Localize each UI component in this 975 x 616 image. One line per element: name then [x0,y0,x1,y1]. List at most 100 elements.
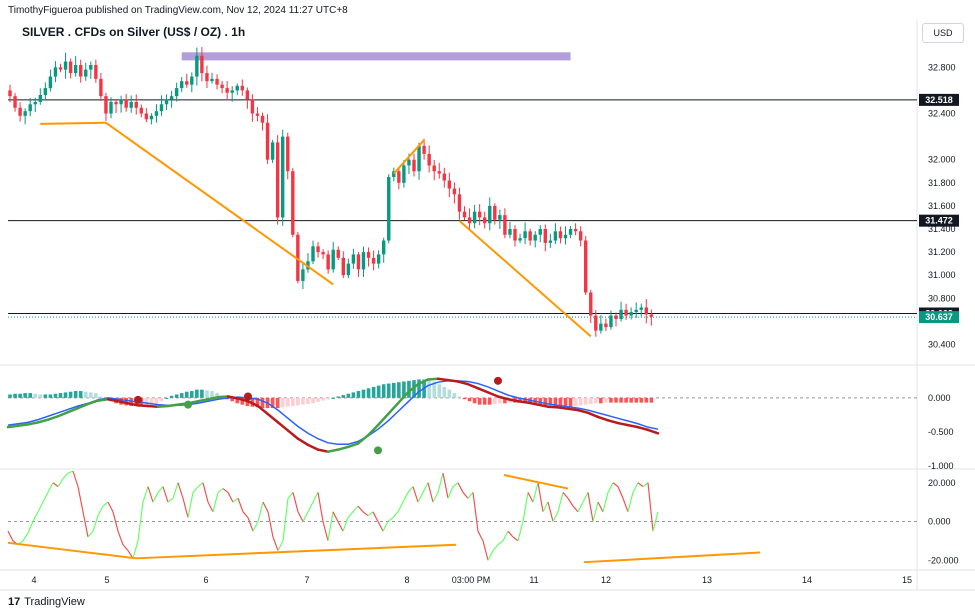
macd-histogram-bar [558,397,563,407]
macd-histogram-bar [296,397,300,406]
oscillator-segment [327,511,334,541]
candle-body [553,231,558,241]
oscillator-segment [147,486,154,503]
signal-ribbon-segment [636,425,650,432]
oscillator-segment [267,511,274,538]
candle-body [578,231,583,241]
candle-body [452,188,457,195]
oscillator-segment [347,511,354,519]
macd-histogram-bar [48,394,53,398]
signal-ribbon-segment [626,423,640,429]
candle-body [220,84,224,89]
signal-ribbon-segment [36,418,50,424]
time-tick-label: 03:00 PM [452,575,491,585]
candle-body [250,99,255,114]
candle-body [200,55,204,74]
candle-body [538,228,542,235]
oscillator-segment [632,482,639,493]
candle-body [139,107,143,114]
oscillator-segment [472,492,479,532]
macd-histogram-bar [351,392,356,398]
oscillator-segment [262,501,269,513]
oscillator-segment [242,511,249,519]
signal-ribbon-segment [396,391,410,405]
signal-ribbon-segment [296,437,310,447]
oscillator-segment [297,511,304,522]
oscillator-segment [182,498,189,518]
candle-body [523,231,527,239]
oscillator-segment [77,486,84,512]
macd-histogram-bar [371,386,376,398]
oscillator-segment [92,515,99,532]
signal-ribbon-segment [236,397,250,403]
macd-histogram-bar [53,393,58,398]
macd-histogram-bar [99,396,103,398]
tradingview-logo-icon: 17 [8,596,21,608]
macd-histogram-bar [523,397,527,404]
oscillator-segment [47,482,54,493]
signal-ribbon-segment [286,429,300,440]
candle-body [629,312,633,316]
oscillator-segment [142,486,149,503]
oscillator-segment [102,501,109,507]
oscillator-segment [622,498,629,513]
signal-ribbon-segment [486,391,500,398]
signal-ribbon-segment [436,377,450,382]
oscillator-pane [7,470,917,564]
oscillator-segment [217,488,224,493]
signal-ribbon-segment [196,397,210,403]
oscillator-segment [607,482,614,493]
oscillator-segment [612,482,619,488]
divergence-line [135,543,457,560]
candle-body [119,99,123,105]
oscillator-segment [582,492,589,503]
candle-body [109,101,113,114]
oscillator-segment [287,492,294,499]
candle-body [28,104,32,112]
macd-histogram-bar [578,397,583,406]
candle-body [215,78,219,85]
candle-body [533,234,537,241]
signal-ribbon-segment [476,387,490,394]
macd-histogram-bar [563,397,568,407]
oscillator-segment [427,482,434,503]
oscillator-segment [7,530,14,542]
oscillator-segment [512,536,519,542]
macd-histogram-bar [144,397,149,406]
macd-histogram-bar [129,397,133,407]
macd-histogram-bar [437,384,442,398]
candle-body [528,231,532,241]
price-tick-label: 30.800 [928,293,956,303]
macd-histogram-bar [321,397,325,401]
trendline [105,121,334,286]
macd-histogram-bar [493,397,497,404]
signal-ribbon-segment [206,395,220,401]
oscillator-segment [177,482,184,499]
signal-ribbon-segment [586,411,600,419]
signal-ribbon-segment [106,397,120,403]
macd-histogram-bar [397,382,401,398]
oscillator-segment [302,511,309,522]
macd-histogram-bar [33,393,38,398]
macd-histogram-bar [306,397,310,404]
macd-histogram-bar [280,397,285,408]
price-tick-label: 32.000 [928,155,956,165]
price-tick-label: 30.400 [928,339,956,349]
signal-ribbon-segment [506,397,520,403]
macd-histogram-bar [447,389,452,398]
macd-histogram-bar [427,380,431,398]
macd-histogram-bar [366,388,371,398]
candle-body [255,113,260,116]
signal-ribbon-segment [546,405,560,409]
macd-histogram-bar [63,392,68,398]
signal-ribbon-segment [616,421,630,427]
candle-body [195,55,199,77]
signal-ribbon-segment [596,415,610,422]
oscillator-segment [197,482,204,488]
candle-body [442,173,446,181]
macd-histogram-bar [482,397,487,405]
oscillator-segment [542,501,549,513]
tradingview-logo: 17 TradingView [8,596,85,608]
currency-button[interactable]: USD [922,23,964,43]
